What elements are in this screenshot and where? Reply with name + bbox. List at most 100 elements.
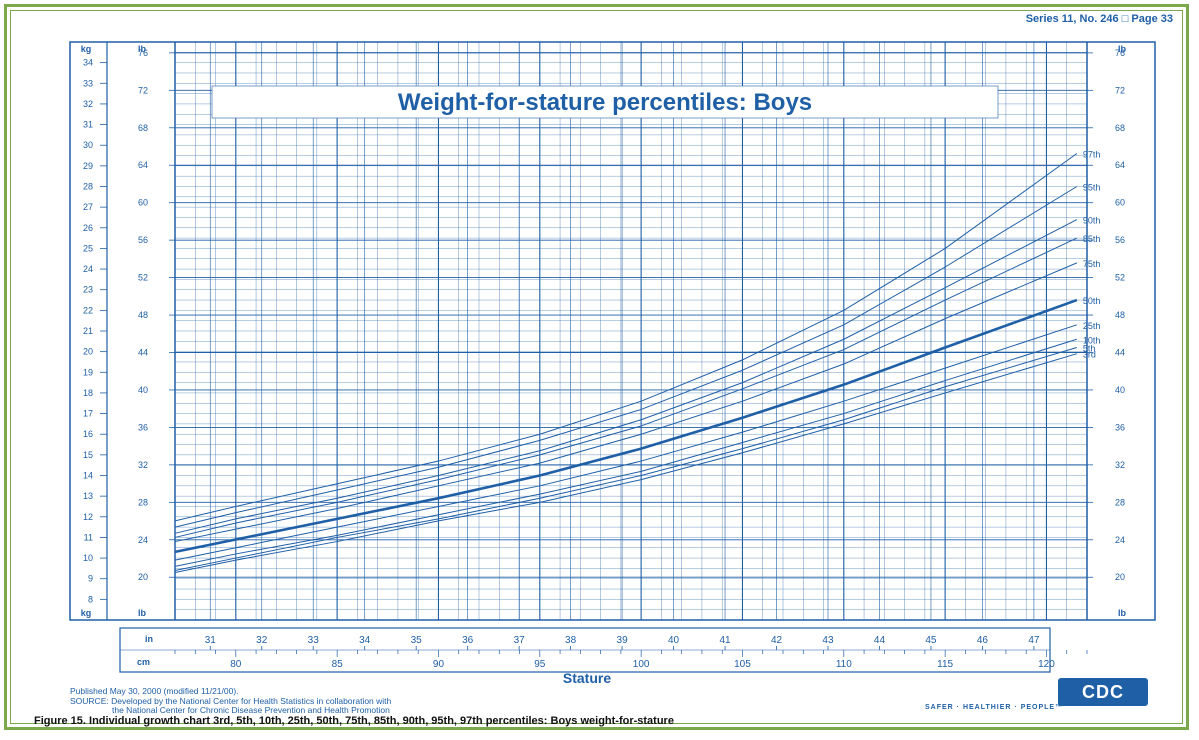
y-tick-lb-right: 60 (1115, 198, 1125, 208)
y-tick-kg: 14 (83, 471, 93, 481)
y-tick-kg: 11 (84, 532, 93, 542)
y-tick-kg: 28 (83, 182, 93, 192)
y-tick-kg: 33 (83, 78, 93, 88)
lb-unit-bottom-right: lb (1118, 608, 1127, 618)
x-axis-label: Stature (563, 670, 611, 686)
x-unit-cm: cm (137, 657, 150, 667)
y-tick-lb-left: 56 (138, 235, 148, 245)
y-tick-kg: 32 (83, 99, 93, 109)
series-line-5th (174, 347, 1078, 571)
y-tick-lb-right: 20 (1115, 572, 1125, 582)
x-tick-cm: 80 (230, 659, 242, 670)
y-tick-lb-left: 60 (138, 198, 148, 208)
x-tick-in: 31 (205, 635, 217, 646)
y-tick-lb-left: 40 (138, 385, 148, 395)
y-tick-kg: 29 (83, 161, 93, 171)
y-tick-lb-left: 72 (138, 85, 148, 95)
x-tick-in: 35 (411, 635, 423, 646)
series-label-75th: 75th (1083, 259, 1101, 269)
y-tick-lb-left: 24 (138, 535, 148, 545)
y-tick-kg: 18 (83, 388, 93, 398)
x-tick-in: 42 (771, 635, 783, 646)
x-unit-in: in (145, 634, 153, 644)
x-tick-in: 33 (308, 635, 320, 646)
series-label-10th: 10th (1083, 335, 1101, 345)
y-tick-lb-left: 68 (138, 123, 148, 133)
series-label-85th: 85th (1083, 234, 1101, 244)
y-tick-kg: 9 (88, 574, 93, 584)
x-tick-cm: 85 (332, 659, 344, 670)
y-tick-lb-right: 32 (1115, 460, 1125, 470)
x-tick-in: 45 (925, 635, 937, 646)
series-label-95th: 95th (1083, 183, 1101, 193)
series-label-3rd: 3rd (1083, 350, 1096, 360)
y-tick-kg: 13 (83, 491, 93, 501)
y-tick-kg: 31 (83, 120, 93, 130)
y-tick-lb-left: 44 (138, 348, 148, 358)
y-tick-lb-left: 20 (138, 572, 148, 582)
y-tick-lb-right: 48 (1115, 310, 1125, 320)
series-line-50th (174, 298, 1078, 554)
y-tick-lb-left: 64 (138, 160, 148, 170)
x-tick-cm: 115 (937, 659, 953, 670)
series-label-50th: 50th (1083, 296, 1101, 306)
title-box (211, 85, 999, 119)
figure-caption: Figure 15. Individual growth chart 3rd, … (34, 715, 674, 727)
y-tick-kg: 24 (83, 264, 93, 274)
x-tick-cm: 90 (433, 659, 445, 670)
x-tick-in: 39 (617, 635, 629, 646)
y-tick-kg: 21 (83, 326, 93, 336)
series-line-97th (174, 153, 1078, 522)
cdc-tagline: SAFER · HEALTHIER · PEOPLE™ (925, 704, 1064, 711)
y-tick-lb-right: 44 (1115, 348, 1125, 358)
inner-frame (10, 10, 1183, 724)
x-tick-in: 46 (977, 635, 989, 646)
series-line-25th (174, 324, 1078, 561)
y-tick-kg: 23 (83, 285, 93, 295)
lb-unit-top-right: lb (1118, 44, 1127, 54)
y-tick-kg: 34 (83, 58, 93, 68)
y-tick-kg: 8 (88, 594, 93, 604)
source-line-2: the National Center for Chronic Disease … (112, 705, 390, 715)
lb-unit-top-left: lb (138, 44, 147, 54)
lb-unit-bottom-left: lb (138, 608, 147, 618)
x-tick-in: 38 (565, 635, 577, 646)
y-tick-lb-right: 52 (1115, 273, 1125, 283)
x-tick-cm: 120 (1038, 659, 1055, 670)
y-tick-lb-right: 68 (1115, 123, 1125, 133)
y-tick-lb-left: 76 (138, 48, 148, 58)
x-tick-in: 44 (874, 635, 886, 646)
x-tick-in: 41 (719, 635, 731, 646)
chart-title: Weight-for-stature percentiles: Boys (398, 89, 812, 116)
x-tick-in: 43 (822, 635, 834, 646)
y-tick-lb-left: 48 (138, 310, 148, 320)
y-tick-kg: 15 (83, 450, 93, 460)
series-line-75th (174, 262, 1078, 543)
y-tick-lb-left: 28 (138, 497, 148, 507)
series-header: Series 11, No. 246 □ Page 33 (1025, 13, 1173, 25)
series-label-90th: 90th (1083, 216, 1101, 226)
kg-unit-bottom: kg (81, 608, 92, 618)
x-tick-in: 36 (462, 635, 474, 646)
x-tick-in: 40 (668, 635, 680, 646)
x-tick-cm: 95 (534, 659, 546, 670)
x-tick-cm: 110 (836, 659, 852, 670)
y-tick-lb-right: 56 (1115, 235, 1125, 245)
y-tick-lb-right: 64 (1115, 160, 1125, 170)
x-tick-in: 32 (256, 635, 268, 646)
published-note: Published May 30, 2000 (modified 11/21/0… (70, 686, 239, 696)
y-tick-kg: 22 (83, 305, 93, 315)
series-line-90th (174, 219, 1078, 534)
y-tick-lb-left: 32 (138, 460, 148, 470)
y-tick-lb-right: 28 (1115, 497, 1125, 507)
series-label-97th: 97th (1083, 149, 1101, 159)
y-tick-lb-left: 52 (138, 273, 148, 283)
y-tick-kg: 25 (83, 243, 93, 253)
y-tick-kg: 20 (83, 347, 93, 357)
y-tick-lb-left: 36 (138, 422, 148, 432)
outer-frame (4, 4, 1189, 730)
source-line-1: SOURCE: Developed by the National Center… (70, 696, 392, 706)
y-tick-kg: 26 (83, 223, 93, 233)
x-tick-in: 47 (1028, 635, 1040, 646)
